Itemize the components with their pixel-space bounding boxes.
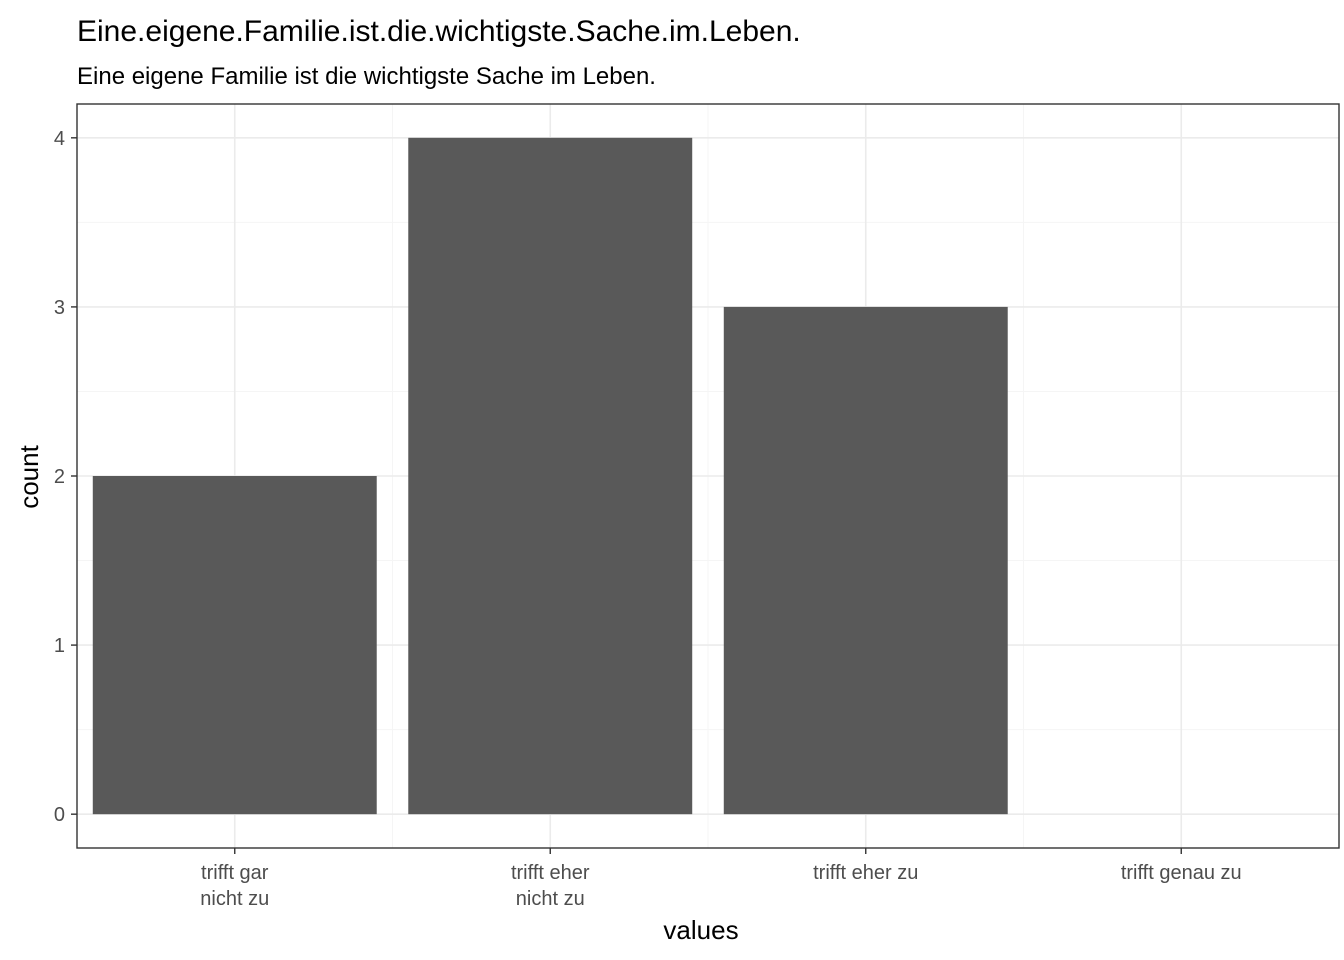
- y-tick-label: 2: [54, 466, 65, 488]
- y-tick-label: 3: [54, 297, 65, 319]
- y-tick-label: 0: [54, 804, 65, 826]
- x-tick-label: trifft gar nicht zu: [200, 862, 269, 910]
- bars-layer: [92, 137, 1008, 815]
- chart-title: Eine.eigene.Familie.ist.die.wichtigste.S…: [77, 15, 801, 48]
- y-axis-title: count: [14, 444, 44, 508]
- chart-subtitle: Eine eigene Familie ist die wichtigste S…: [77, 63, 656, 90]
- bar: [408, 137, 693, 815]
- y-tick-label: 1: [54, 635, 65, 657]
- x-tick-label-line: trifft genau zu: [1121, 862, 1242, 884]
- y-axis: 0 1 2 3 4: [54, 128, 77, 826]
- x-tick-label: trifft eher nicht zu: [511, 862, 590, 910]
- bar: [723, 306, 1008, 815]
- x-tick-label-line: nicht zu: [200, 888, 269, 910]
- y-tick-label: 4: [54, 128, 65, 150]
- x-tick-label: trifft genau zu: [1121, 862, 1242, 884]
- x-tick-label-line: trifft eher: [511, 862, 590, 884]
- x-tick-label-line: trifft eher zu: [813, 862, 918, 884]
- x-axis-title: values: [663, 915, 738, 945]
- bar: [92, 476, 377, 815]
- x-tick-label: trifft eher zu: [813, 862, 918, 884]
- x-tick-label-line: trifft gar: [201, 862, 269, 884]
- x-tick-label-line: nicht zu: [516, 888, 585, 910]
